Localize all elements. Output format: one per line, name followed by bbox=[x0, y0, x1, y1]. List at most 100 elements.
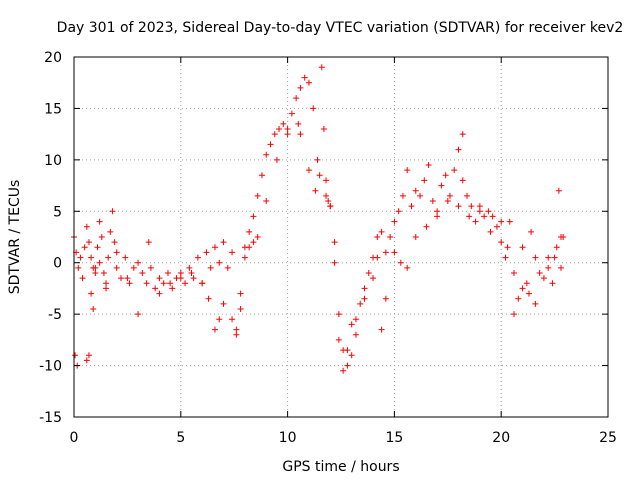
data-point bbox=[105, 254, 112, 261]
data-point bbox=[423, 223, 430, 230]
data-point bbox=[229, 249, 236, 256]
data-point bbox=[92, 270, 99, 276]
data-point bbox=[117, 275, 124, 282]
data-point bbox=[558, 264, 565, 271]
data-point bbox=[250, 239, 257, 246]
data-point bbox=[408, 203, 415, 210]
chart-title: Day 301 of 2023, Sidereal Day-to-day VTE… bbox=[57, 20, 624, 36]
data-point bbox=[468, 203, 475, 210]
data-point bbox=[229, 316, 236, 323]
data-point bbox=[237, 306, 244, 312]
data-point bbox=[391, 218, 398, 225]
data-point bbox=[404, 167, 411, 174]
axis-ticks: 0 5 10 15 20 25 -15 -10 -5 0 5 10 15 20 bbox=[39, 50, 617, 446]
data-point bbox=[237, 290, 244, 297]
data-point bbox=[81, 244, 88, 251]
data-point bbox=[305, 167, 312, 174]
data-point bbox=[167, 280, 174, 287]
y-tick-label: -10 bbox=[39, 359, 62, 375]
x-axis-label: GPS time / hours bbox=[282, 459, 399, 475]
data-point bbox=[545, 254, 552, 261]
data-point bbox=[476, 208, 483, 215]
data-point bbox=[199, 280, 206, 287]
data-point bbox=[203, 249, 210, 256]
data-point bbox=[361, 285, 368, 292]
data-point bbox=[472, 218, 479, 225]
data-point bbox=[374, 234, 381, 240]
data-point bbox=[77, 254, 84, 261]
data-point bbox=[284, 126, 291, 132]
data-point bbox=[532, 254, 539, 261]
data-point bbox=[152, 285, 159, 292]
data-point bbox=[194, 254, 201, 261]
data-point bbox=[224, 264, 231, 271]
data-point bbox=[558, 234, 565, 240]
data-point bbox=[340, 367, 347, 374]
data-point bbox=[143, 280, 150, 287]
data-point bbox=[412, 187, 419, 194]
data-point bbox=[421, 177, 428, 184]
data-point bbox=[451, 167, 458, 174]
data-point bbox=[122, 254, 129, 261]
data-point bbox=[246, 228, 253, 235]
data-point bbox=[205, 295, 212, 302]
data-point bbox=[254, 192, 261, 199]
data-point bbox=[357, 300, 364, 307]
data-point bbox=[446, 192, 453, 199]
data-point bbox=[263, 198, 270, 204]
data-point bbox=[502, 254, 509, 261]
x-tick-label: 10 bbox=[279, 430, 297, 446]
data-point bbox=[135, 259, 142, 266]
data-point bbox=[156, 290, 163, 297]
data-point bbox=[325, 198, 332, 204]
data-point bbox=[344, 347, 351, 354]
data-point bbox=[314, 156, 321, 163]
data-point bbox=[241, 254, 248, 261]
data-point bbox=[519, 285, 526, 292]
data-point bbox=[365, 270, 372, 276]
data-point bbox=[111, 239, 118, 246]
data-point bbox=[382, 249, 389, 256]
data-points bbox=[71, 64, 567, 374]
data-point bbox=[254, 234, 261, 240]
data-point bbox=[335, 311, 342, 318]
data-point bbox=[442, 172, 449, 179]
data-point bbox=[96, 218, 103, 225]
data-point bbox=[327, 203, 334, 210]
data-point bbox=[124, 275, 131, 282]
data-point bbox=[318, 64, 325, 71]
data-point bbox=[233, 331, 240, 338]
data-point bbox=[126, 280, 133, 287]
data-point bbox=[425, 162, 432, 168]
data-point bbox=[169, 285, 176, 292]
data-point bbox=[263, 151, 270, 158]
data-point bbox=[519, 244, 526, 251]
data-point bbox=[382, 295, 389, 302]
data-point bbox=[72, 352, 79, 359]
data-point bbox=[438, 182, 445, 189]
data-point bbox=[320, 126, 327, 132]
data-point bbox=[293, 95, 300, 102]
data-point bbox=[130, 264, 137, 271]
data-point bbox=[549, 280, 556, 287]
data-point bbox=[207, 264, 214, 271]
data-point bbox=[459, 177, 466, 184]
data-point bbox=[220, 300, 227, 307]
data-point bbox=[399, 192, 406, 199]
data-point bbox=[250, 213, 257, 220]
data-point bbox=[295, 120, 302, 127]
data-point bbox=[103, 280, 110, 287]
data-point bbox=[276, 126, 283, 132]
data-point bbox=[96, 259, 103, 266]
data-point bbox=[417, 192, 424, 199]
data-point bbox=[145, 239, 152, 246]
data-point bbox=[323, 192, 330, 199]
data-point bbox=[374, 254, 381, 261]
x-tick-label: 15 bbox=[385, 430, 403, 446]
data-point bbox=[434, 213, 441, 220]
data-point bbox=[79, 275, 86, 282]
data-point bbox=[444, 198, 451, 204]
data-point bbox=[147, 264, 154, 271]
data-point bbox=[481, 213, 488, 220]
